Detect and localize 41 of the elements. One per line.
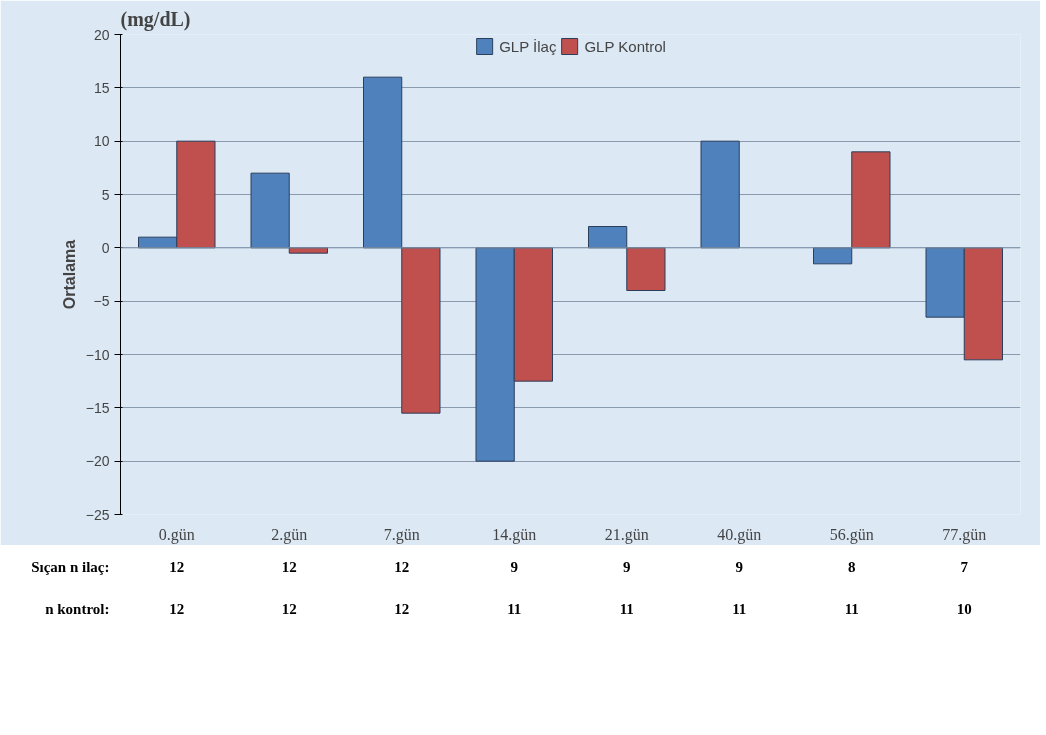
text: 11 [619, 600, 634, 617]
y-tick-label: −15 [85, 399, 110, 416]
y-tick-label: −25 [85, 506, 110, 523]
text: 9 [623, 558, 631, 575]
text: 11 [844, 600, 859, 617]
bar [700, 140, 740, 249]
text: 11 [732, 600, 747, 617]
text: 9 [735, 558, 743, 575]
text: 8 [848, 558, 856, 575]
text: 9 [510, 558, 518, 575]
y-tick-label: −20 [85, 453, 110, 470]
y-tick-label: 20 [93, 26, 110, 43]
text: 12 [281, 558, 297, 575]
y-tick-label: 5 [101, 186, 110, 203]
x-tick-label: 56.gün [829, 525, 874, 544]
y-tick-label: −10 [85, 346, 110, 363]
y-tick-label: 15 [93, 79, 110, 96]
x-tick-label: 40.gün [717, 525, 762, 544]
text: 12 [394, 558, 410, 575]
x-tick-label: 0.gün [158, 525, 195, 544]
y-tick-label: −5 [93, 293, 110, 310]
text: 12 [394, 600, 410, 617]
x-tick-label: 7.gün [383, 525, 420, 544]
text: 12 [169, 558, 185, 575]
y-tick-label: 10 [93, 133, 110, 150]
text: 12 [169, 600, 185, 617]
legend-label: GLP İlaç [499, 37, 557, 55]
x-tick-label: 14.gün [492, 525, 537, 544]
text: 10 [956, 600, 972, 617]
x-tick-label: 77.gün [942, 525, 987, 544]
x-tick-label: 21.gün [604, 525, 649, 544]
y-axis-title: Ortalama [60, 239, 78, 310]
text: 11 [507, 600, 522, 617]
chart-title: (mg/dL) [120, 7, 191, 31]
legend-label: GLP Kontrol [584, 37, 666, 55]
text: Sıçan n ilaç: [31, 558, 110, 575]
y-tick-label: 0 [101, 239, 110, 256]
text: n kontrol: [45, 600, 110, 617]
x-tick-label: 2.gün [271, 525, 308, 544]
text: 7 [960, 558, 969, 575]
text: 12 [281, 600, 297, 617]
